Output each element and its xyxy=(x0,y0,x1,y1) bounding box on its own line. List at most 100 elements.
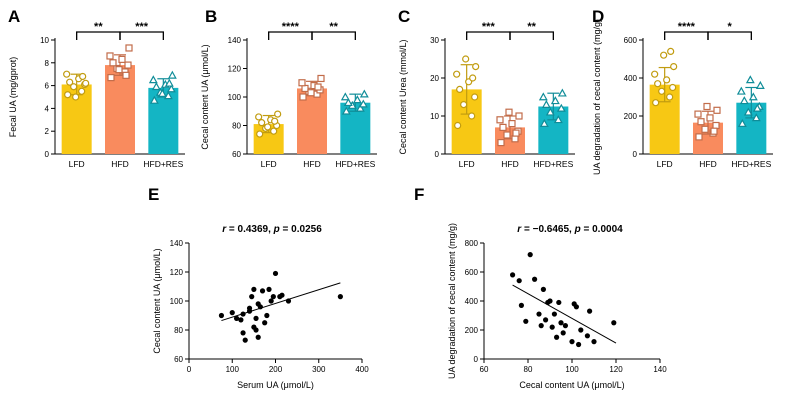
category-label: LFD xyxy=(459,159,475,169)
y-tick-label: 60 xyxy=(174,355,183,364)
panel-f-correlation-title: r = −0.6465, p = 0.0004 xyxy=(517,224,623,235)
panel-letter-e: E xyxy=(148,185,159,204)
y-tick-label: 80 xyxy=(232,122,241,131)
x-tick-label: 200 xyxy=(269,365,283,374)
data-point xyxy=(499,123,507,132)
y-axis-label: Cecal content UA (μmol/L) xyxy=(152,248,162,353)
scatter-point xyxy=(538,323,544,329)
scatter-point xyxy=(242,337,248,343)
y-axis-label: UA degradation of cecal content (mg/g) xyxy=(592,19,602,175)
data-point xyxy=(340,92,350,101)
data-point xyxy=(697,118,705,126)
panel-letter-f: F xyxy=(414,185,424,204)
scatter-point xyxy=(536,311,542,317)
scatter-point xyxy=(532,276,538,282)
scatter-point xyxy=(611,320,617,326)
data-point xyxy=(125,44,133,52)
category-label: LFD xyxy=(657,159,673,169)
significance-label: ** xyxy=(527,21,536,33)
scatter-point xyxy=(233,315,240,321)
data-point xyxy=(270,127,278,135)
significance-bracket xyxy=(311,31,356,40)
y-tick-label: 6 xyxy=(45,82,50,91)
data-point xyxy=(666,93,674,101)
y-tick-label: 200 xyxy=(624,112,638,121)
data-point xyxy=(164,78,174,87)
data-point xyxy=(149,95,159,104)
data-point xyxy=(468,112,476,120)
data-point xyxy=(658,87,666,95)
scatter-point xyxy=(516,278,522,284)
scatter-point xyxy=(270,294,276,300)
scatter-point xyxy=(551,311,558,317)
data-point xyxy=(669,83,677,92)
significance-bracket xyxy=(664,31,709,40)
y-tick-label: 4 xyxy=(45,104,50,113)
data-point xyxy=(515,112,523,120)
y-tick-label: 10 xyxy=(430,112,439,121)
panel-a-fecal-ua: 0 2 4 6 8 10 Fecal UA (mg/gprot) LFD HFD HFD+RES *… xyxy=(8,21,185,169)
y-tick-label: 0 xyxy=(474,355,479,364)
category-label: HFD+RES xyxy=(533,159,573,169)
data-point xyxy=(701,125,709,133)
data-point xyxy=(258,119,266,127)
panel-f-scatter: 0 200 400 600 800 60 80 100 120 140 UA degradation… xyxy=(447,223,667,390)
regression-line xyxy=(221,282,341,322)
data-point xyxy=(109,59,117,67)
scatter-point xyxy=(547,298,553,304)
data-point xyxy=(745,75,755,84)
significance-bracket xyxy=(268,31,313,40)
scatter-point xyxy=(262,320,268,326)
data-point xyxy=(557,88,567,97)
data-point xyxy=(706,114,714,122)
data-point xyxy=(106,52,114,60)
y-tick-label: 800 xyxy=(465,239,479,248)
scatter-point xyxy=(523,318,529,324)
data-point xyxy=(503,131,511,139)
data-point xyxy=(64,91,72,99)
significance-label: *** xyxy=(135,21,149,33)
scatter-point xyxy=(543,317,549,323)
x-tick-label: 400 xyxy=(355,365,369,374)
data-point xyxy=(752,103,762,112)
scatter-point xyxy=(576,341,582,348)
y-tick-label: 140 xyxy=(170,239,184,248)
y-axis-label: UA degradation of cecal content (mg/g) xyxy=(447,223,457,379)
data-point xyxy=(471,93,479,101)
data-point xyxy=(274,110,282,118)
y-tick-label: 0 xyxy=(435,150,440,159)
data-point xyxy=(122,71,130,79)
data-point xyxy=(748,92,758,101)
x-axis-label: Cecal content UA (μmol/L) xyxy=(519,380,624,390)
data-point xyxy=(148,75,158,84)
panel-letter-b: B xyxy=(205,7,217,26)
y-tick-label: 120 xyxy=(228,65,242,74)
x-tick-label: 0 xyxy=(187,365,192,374)
data-point xyxy=(107,74,115,82)
scatter-point xyxy=(285,298,292,304)
data-point xyxy=(654,80,662,88)
y-tick-label: 100 xyxy=(228,93,242,102)
significance-bracket xyxy=(119,31,164,40)
bar-hfd-res xyxy=(148,87,179,154)
scatter-point xyxy=(573,304,580,310)
scatter-point xyxy=(264,312,270,319)
scatter-point xyxy=(266,286,272,292)
panel-letter-c: C xyxy=(398,7,410,26)
scatter-point xyxy=(257,304,263,310)
data-point xyxy=(670,62,678,71)
data-point xyxy=(710,127,718,135)
data-point xyxy=(751,113,761,122)
category-label: HFD xyxy=(699,159,716,169)
y-tick-label: 80 xyxy=(174,326,183,335)
y-tick-label: 600 xyxy=(624,36,638,45)
data-point xyxy=(454,121,462,130)
y-tick-label: 60 xyxy=(232,150,241,159)
scatter-point xyxy=(558,320,564,326)
data-point xyxy=(314,83,322,91)
data-point xyxy=(166,84,176,93)
scatter-point xyxy=(591,339,597,345)
panel-c-cecal-urea: 0 10 20 30 Cecal content Urea (mmol/L) LFD HFD… xyxy=(398,21,575,169)
data-point xyxy=(78,87,86,95)
